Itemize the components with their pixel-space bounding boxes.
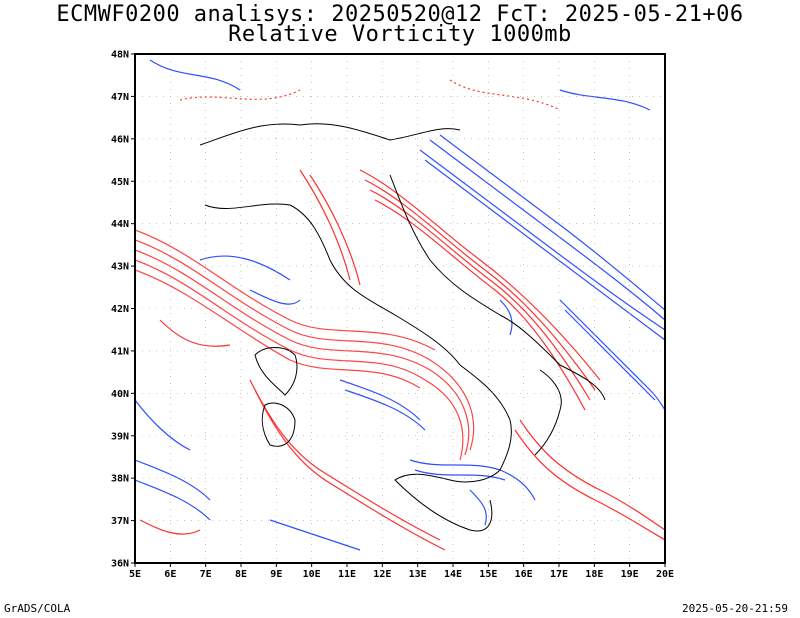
lat-tick-label: 45N: [111, 177, 129, 188]
lat-tick-label: 38N: [111, 474, 129, 485]
lon-tick-label: 14E: [444, 569, 462, 580]
lat-tick-label: 46N: [111, 134, 129, 145]
lat-tick-label: 47N: [111, 92, 129, 103]
coastline-borders: [199, 123, 606, 532]
lat-tick-label: 37N: [111, 516, 129, 527]
lon-tick-label: 5E: [129, 569, 141, 580]
graticule: [135, 54, 665, 563]
lat-tick-label: 43N: [111, 262, 129, 273]
longitude-axis: 5E 6E 7E 8E 9E 10E 11E 12E 13E 14E 15E 16E 17E 18E 19E…: [129, 563, 674, 580]
latitude-axis: 48N 47N 46N 45N 44N 43N 42N 41N 40N 39N 38N 37N 36N: [111, 50, 135, 570]
lon-tick-label: 20E: [656, 569, 674, 580]
lon-tick-label: 15E: [479, 569, 497, 580]
negative-vorticity-bands: [135, 59, 665, 551]
chart-title: ECMWF0200 analisys: 20250520@12 FcT: 202…: [56, 2, 744, 27]
lon-tick-label: 6E: [164, 569, 176, 580]
lon-tick-label: 16E: [515, 569, 533, 580]
lon-tick-label: 19E: [621, 569, 639, 580]
map-background: [135, 54, 665, 563]
lon-tick-label: 17E: [550, 569, 568, 580]
lat-tick-label: 42N: [111, 304, 129, 315]
lon-tick-label: 9E: [270, 569, 282, 580]
lon-tick-label: 10E: [303, 569, 321, 580]
lon-tick-label: 18E: [585, 569, 603, 580]
lat-tick-label: 39N: [111, 431, 129, 442]
lat-tick-label: 41N: [111, 346, 129, 357]
lon-tick-label: 13E: [409, 569, 427, 580]
software-credit: GrADS/COLA: [4, 602, 71, 615]
lat-tick-label: 40N: [111, 389, 129, 400]
generation-timestamp: 2025-05-20-21:59: [682, 602, 788, 615]
chart-subtitle: Relative Vorticity 1000mb: [228, 22, 572, 47]
lon-tick-label: 11E: [338, 569, 356, 580]
lat-tick-label: 48N: [111, 50, 129, 61]
lat-tick-label: 44N: [111, 219, 129, 230]
lat-tick-label: 36N: [111, 559, 129, 570]
lon-tick-label: 7E: [200, 569, 212, 580]
lon-tick-label: 12E: [373, 569, 391, 580]
positive-vorticity-bands: [135, 79, 665, 551]
lon-tick-label: 8E: [235, 569, 247, 580]
